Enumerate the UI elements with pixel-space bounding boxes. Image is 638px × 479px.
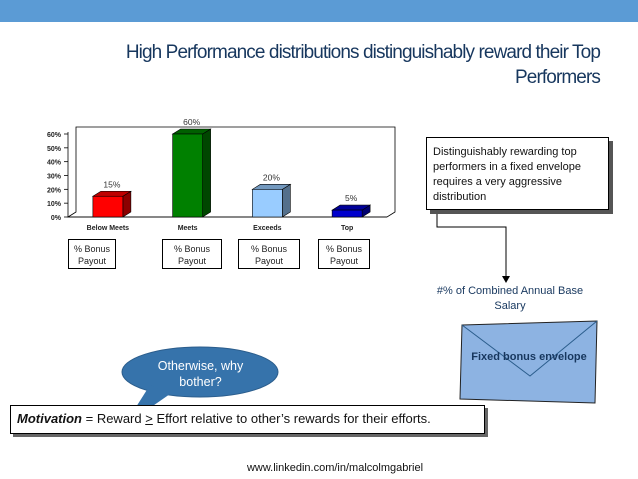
bar-front (92, 195, 124, 218)
bar-side (202, 128, 211, 218)
bar-exceeds (251, 183, 292, 218)
payout-box-exceeds: % Bonus Payout (238, 239, 300, 269)
bar-side (282, 183, 291, 218)
y-tick-label: 50% (47, 146, 62, 153)
callout-text: Distinguishably rewarding top performers… (433, 146, 581, 203)
data-label: 20% (263, 172, 280, 182)
envelope-icon (459, 320, 598, 404)
data-label: 5% (345, 193, 358, 203)
payout-box-meets: % Bonus Payout (162, 239, 222, 269)
data-label: 60% (183, 117, 200, 127)
annual-base-salary-label: #% of Combined Annual Base Salary (436, 285, 584, 312)
envelope-label: Fixed bonus envelope (471, 351, 587, 363)
x-tick-label: Meets (178, 225, 198, 232)
x-tick-label: Exceeds (253, 225, 282, 232)
speech-bubble-text: Otherwise, why bother? (157, 359, 244, 389)
x-tick-label: Top (341, 225, 353, 232)
bar-top (331, 204, 372, 218)
top-accent-bar (0, 0, 638, 22)
bars (91, 128, 372, 218)
bar-below-meets (91, 190, 132, 218)
data-labels: 15% 60% 20% 5% (103, 117, 357, 203)
motivation-eq: = Reward (82, 411, 146, 426)
y-tick-label: 10% (47, 201, 62, 208)
title-line-1: High Performance distributions distingui… (125, 42, 601, 63)
motivation-ge: > (145, 411, 153, 426)
x-tick-label: Below Meets (87, 225, 130, 232)
bar-meets (171, 128, 212, 218)
callout-box: Distinguishably rewarding top performers… (426, 137, 609, 210)
motivation-formula: Motivation = Reward > Effort relative to… (10, 405, 485, 434)
slide-title: High Performance distributions distingui… (80, 40, 601, 90)
y-tick-label: 30% (47, 174, 62, 181)
motivation-rest: Effort relative to other’s rewards for t… (152, 411, 431, 426)
motivation-term: Motivation (17, 411, 82, 426)
arrow-head-icon (502, 276, 510, 283)
payout-label: % Bonus Payout (250, 244, 288, 266)
bar-front (172, 133, 203, 218)
payout-box-top: % Bonus Payout (318, 239, 370, 269)
x-axis: Below Meets Meets Exceeds Top (87, 225, 354, 232)
bar-front (252, 189, 283, 218)
y-tick-label: 40% (47, 160, 62, 167)
bar-front (331, 209, 363, 218)
y-tick-label: 60% (47, 132, 62, 139)
footer-url: www.linkedin.com/in/malcolmgabriel (246, 462, 424, 474)
y-tick-label: 20% (47, 187, 62, 194)
payout-label: % Bonus Payout (173, 244, 211, 266)
data-label: 15% (103, 179, 120, 189)
payout-label: % Bonus Payout (325, 244, 363, 266)
title-line-2: Performers (515, 67, 601, 88)
payout-box-below-meets: % Bonus Payout (68, 239, 116, 269)
y-tick-label: 0% (51, 215, 62, 222)
payout-label: % Bonus Payout (73, 244, 111, 266)
connector-line (436, 211, 507, 282)
y-axis: 0% 10% 20% 30% 40% 50% 60% (47, 132, 68, 222)
